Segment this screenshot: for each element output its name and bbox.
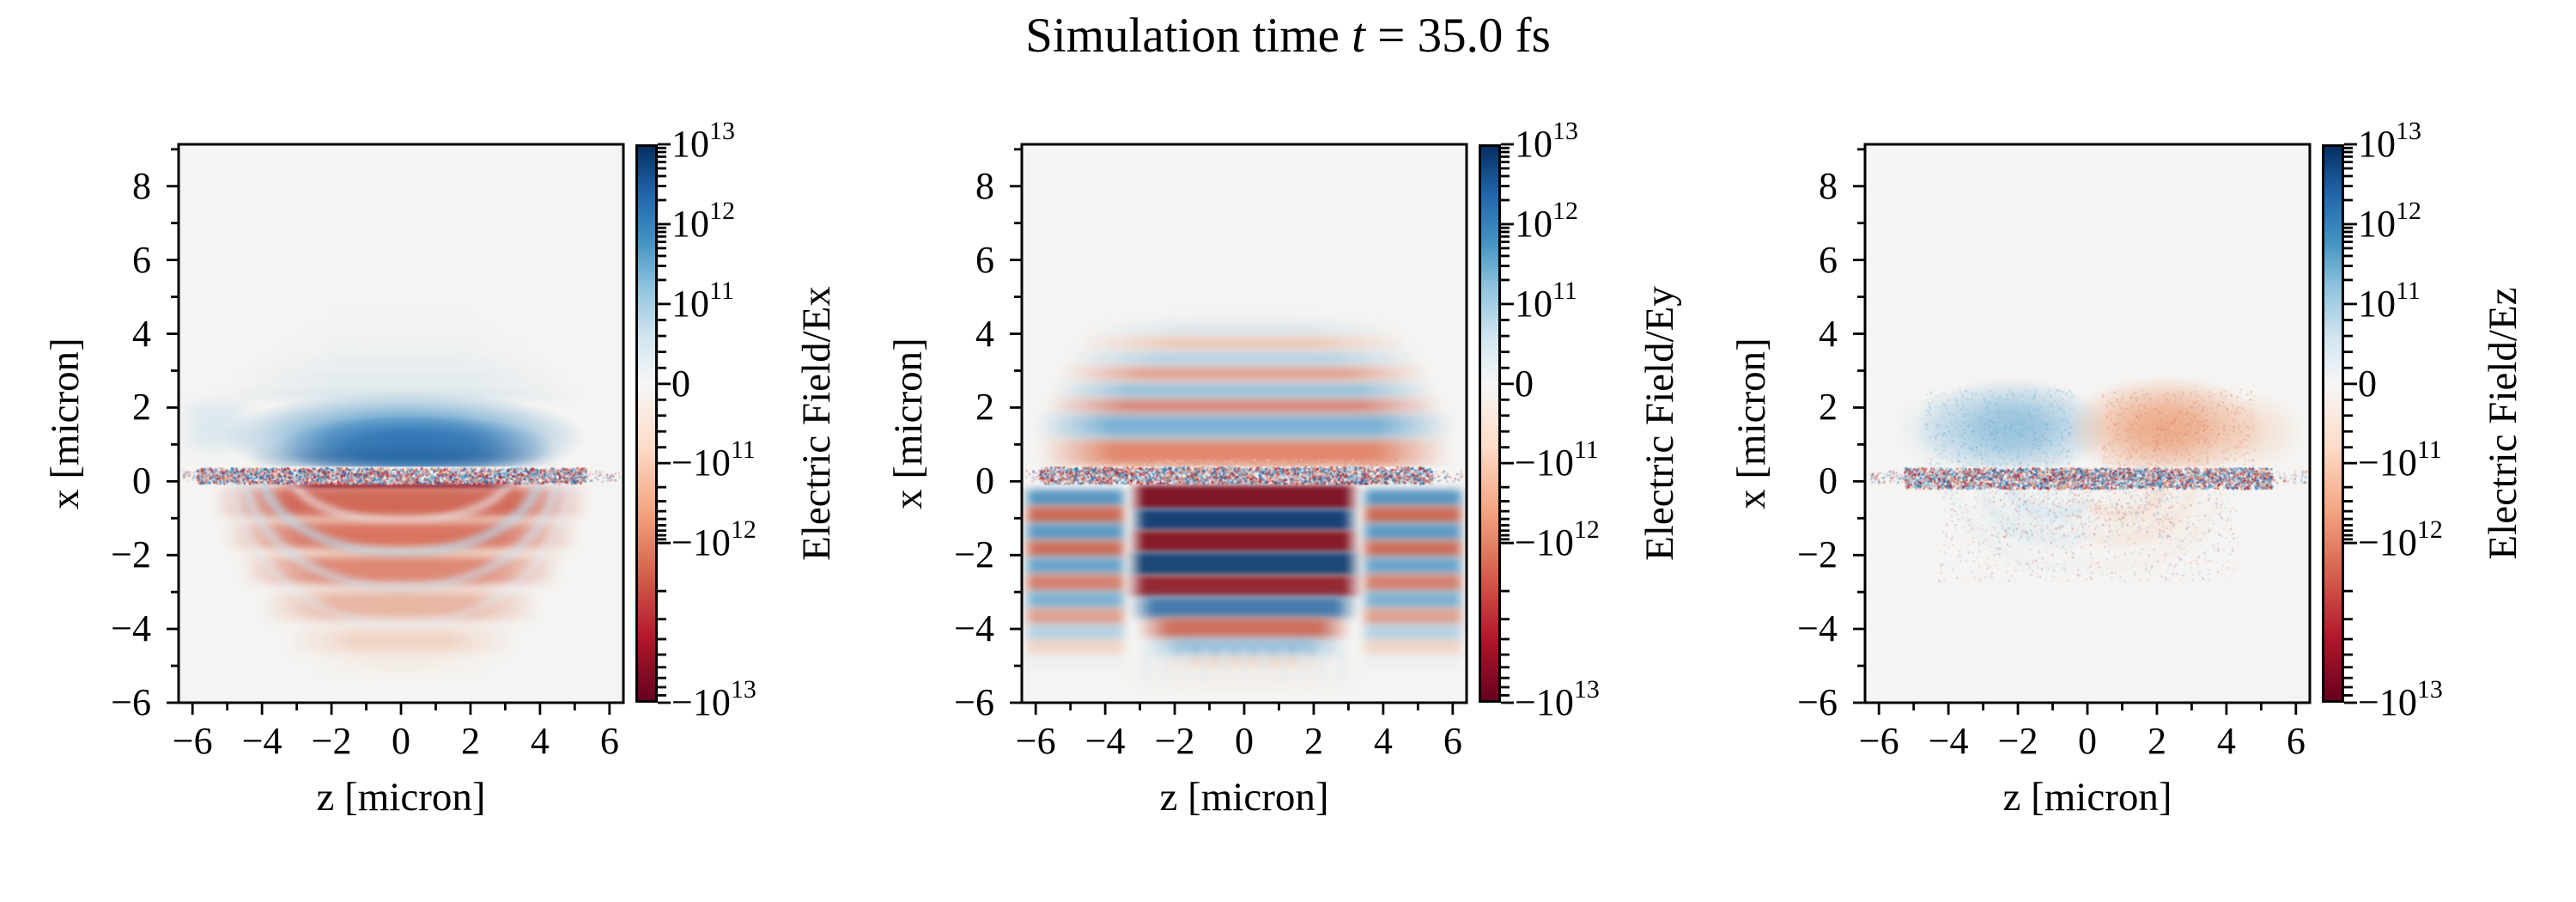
colorbar-label-Ex: Electric Field/Ex xyxy=(794,286,839,561)
colorbar-ticks-Ez xyxy=(2344,143,2357,704)
axes-spine xyxy=(177,143,625,704)
y-tick-label: 6 xyxy=(975,238,994,281)
y-tick-label: 2 xyxy=(1819,386,1838,429)
heatmap-Ex xyxy=(179,144,623,703)
x-tick-label: 4 xyxy=(2216,720,2236,762)
colorbar-ticks-Ey xyxy=(1501,143,1514,704)
panel-Ez: 8 6 4 2 0 −2 −4 −6 −6 −4 −2 0 2 4 6 x [micron] z [mic… xyxy=(1729,119,2525,820)
y-tick-label: −2 xyxy=(111,533,151,576)
x-tick-label: 0 xyxy=(2078,720,2097,762)
x-tick-label: 6 xyxy=(599,720,619,762)
colorbar-tick-label: −1011 xyxy=(671,436,756,485)
y-tick-label: −6 xyxy=(954,681,994,723)
x-tick-label: −6 xyxy=(1015,720,1056,762)
y-tick-label: 6 xyxy=(1819,238,1838,281)
y-tick-label: −4 xyxy=(111,607,151,650)
y-tick-label: 2 xyxy=(132,386,151,429)
panel-Ex: 8 6 4 2 0 −2 −4 −6 −6 −4 −2 0 2 4 6 x [micron] z [mic… xyxy=(43,119,839,820)
axes-spine xyxy=(1020,143,1468,704)
colorbar-tick-label: 1011 xyxy=(2358,277,2421,325)
colorbar-tick-label: −1013 xyxy=(2358,675,2443,723)
x-tick-label: −2 xyxy=(1997,720,2038,762)
x-axis-label-Ey: z [micron] xyxy=(1159,775,1329,820)
x-tick-label: 4 xyxy=(530,720,550,762)
colorbar-tick-label: 0 xyxy=(1515,362,1534,405)
y-tick-label: 4 xyxy=(132,312,151,355)
y-axis-label-Ez: x [micron] xyxy=(1729,338,1774,509)
x-tick-label: −2 xyxy=(1154,720,1195,762)
title-prefix: Simulation time xyxy=(1025,9,1352,63)
heatmap-Ez xyxy=(1865,144,2310,703)
axes-frame-Ey xyxy=(1010,143,1468,715)
y-tick-label: 4 xyxy=(1819,312,1838,355)
y-axis-label-Ex: x [micron] xyxy=(43,338,88,509)
x-tick-label: −6 xyxy=(172,720,213,762)
colorbar-tick-label: −1012 xyxy=(2358,515,2443,564)
x-axis-label-Ex: z [micron] xyxy=(316,775,486,820)
y-tick-label: −2 xyxy=(954,533,994,576)
axes-spine xyxy=(1863,143,2312,704)
colorbar-tick-label: 1012 xyxy=(671,197,735,245)
axes-frame-Ez xyxy=(1853,143,2312,715)
x-tick-label: 0 xyxy=(1235,720,1254,762)
y-tick-label: 4 xyxy=(975,312,994,355)
x-tick-label: 2 xyxy=(1303,720,1323,762)
colorbar-tick-label: 1013 xyxy=(1515,117,1578,165)
y-tick-label: 0 xyxy=(975,460,994,503)
y-tick-label: −6 xyxy=(1797,681,1838,723)
y-tick-label: 8 xyxy=(132,164,151,207)
y-axis-label-Ey: x [micron] xyxy=(886,338,931,509)
heatmap-Ey xyxy=(1022,144,1467,703)
x-tick-label: 4 xyxy=(1373,720,1393,762)
colorbar-tick-label: 0 xyxy=(671,362,690,405)
x-tick-label: 2 xyxy=(460,720,480,762)
x-tick-label: −4 xyxy=(1084,720,1126,762)
y-tick-label: 2 xyxy=(975,386,994,429)
colorbar-tick-label: 1012 xyxy=(2358,197,2421,245)
x-tick-label: −6 xyxy=(1858,720,1899,762)
x-tick-label: −4 xyxy=(1928,720,1969,762)
y-tick-label: −2 xyxy=(1797,533,1838,576)
x-axis-label-Ez: z [micron] xyxy=(2002,775,2172,820)
colorbar-Ex xyxy=(635,144,658,703)
colorbar-label-Ey: Electric Field/Ey xyxy=(1637,286,1682,561)
colorbar-tick-label: −1012 xyxy=(1515,515,1600,564)
panel-Ey: 8 6 4 2 0 −2 −4 −6 −6 −4 −2 0 2 4 6 x [micron] z [mic… xyxy=(886,119,1682,820)
x-tick-label: 6 xyxy=(2286,720,2306,762)
colorbar-tick-label: −1012 xyxy=(671,515,756,564)
x-tick-label: −4 xyxy=(241,720,283,762)
y-tick-label: −4 xyxy=(1797,607,1838,650)
y-tick-label: 0 xyxy=(132,460,151,503)
x-tick-label: 0 xyxy=(392,720,410,762)
colorbar-label-Ez: Electric Field/Ez xyxy=(2481,287,2525,560)
colorbar-tick-label: 1013 xyxy=(671,117,735,165)
axes-frame-Ex xyxy=(167,143,625,715)
colorbar-tick-label: −1013 xyxy=(671,675,756,723)
colorbar-tick-label: 1011 xyxy=(671,277,734,325)
colorbar-tick-label: −1013 xyxy=(1515,675,1600,723)
colorbar-tick-label: 0 xyxy=(2358,362,2377,405)
y-tick-label: 6 xyxy=(132,238,151,281)
y-tick-label: −4 xyxy=(954,607,994,650)
colorbar-Ez xyxy=(2322,144,2344,703)
y-tick-label: −6 xyxy=(111,681,151,723)
x-tick-label: 2 xyxy=(2147,720,2166,762)
figure-title: Simulation time t = 35.0 fs xyxy=(0,9,2576,64)
x-tick-label: −2 xyxy=(311,720,352,762)
y-tick-label: 8 xyxy=(1819,164,1838,207)
x-tick-label: 6 xyxy=(1443,720,1462,762)
colorbar-tick-label: 1011 xyxy=(1515,277,1577,325)
colorbar-tick-label: 1013 xyxy=(2358,117,2421,165)
colorbar-Ey xyxy=(1479,144,1501,703)
y-tick-label: 8 xyxy=(975,164,994,207)
title-variable: t xyxy=(1352,9,1366,63)
y-tick-label: 0 xyxy=(1819,460,1838,503)
title-suffix: = 35.0 fs xyxy=(1365,9,1551,63)
colorbar-tick-label: −1011 xyxy=(2358,436,2442,485)
colorbar-ticks-Ex xyxy=(658,143,671,704)
colorbar-tick-label: −1011 xyxy=(1515,436,1599,485)
colorbar-tick-label: 1012 xyxy=(1515,197,1578,245)
